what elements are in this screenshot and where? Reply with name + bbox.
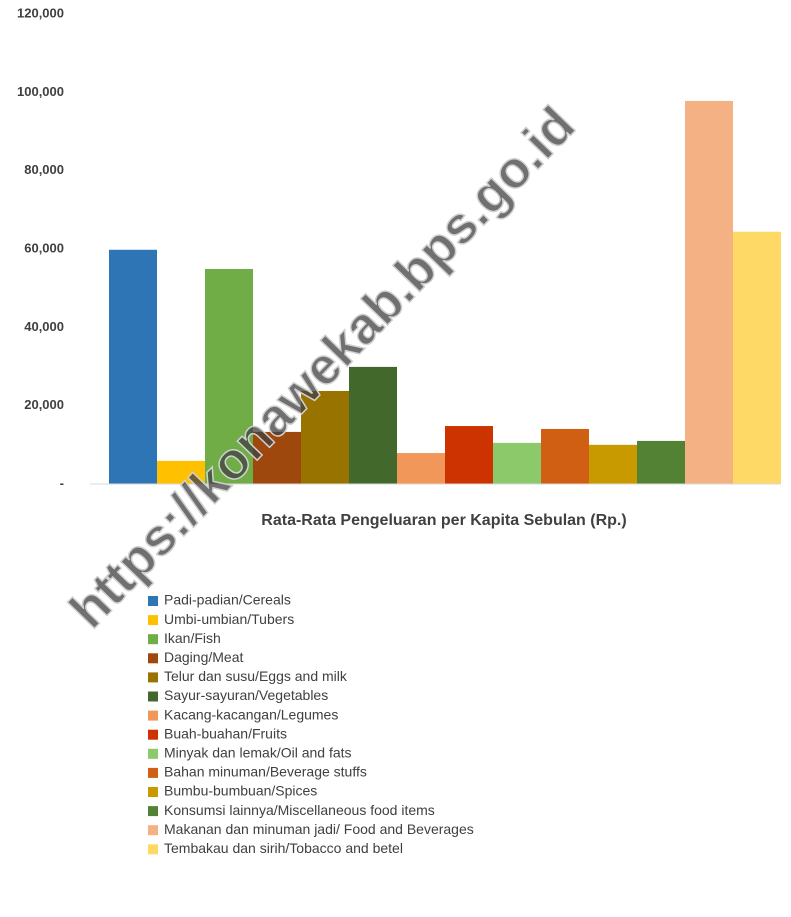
bar (637, 440, 685, 484)
legend-swatch (148, 653, 158, 664)
legend-swatch (148, 691, 158, 702)
bar (205, 268, 253, 484)
bar (685, 100, 733, 484)
legend-swatch (148, 615, 158, 626)
bar (157, 460, 205, 484)
bar (493, 442, 541, 484)
bar (301, 390, 349, 484)
legend-swatch (148, 787, 158, 797)
legend-label: Telur dan susu/Eggs and milk (164, 668, 348, 684)
y-tick-label: - (60, 475, 64, 490)
legend-label: Konsumsi lainnya/Miscellaneous food item… (164, 802, 435, 818)
legend-swatch (148, 767, 158, 778)
legend-label: Minyak dan lemak/Oil and fats (164, 745, 352, 761)
y-tick-label: 40,000 (24, 319, 64, 334)
bar (397, 453, 445, 484)
legend-label: Tembakau dan sirih/Tobacco and betel (164, 840, 403, 856)
legend-label: Daging/Meat (164, 649, 243, 665)
y-tick-label: 20,000 (24, 397, 64, 412)
bar (253, 431, 301, 484)
legend-swatch (148, 710, 158, 721)
y-tick-label: 100,000 (17, 84, 64, 99)
legend-label: Makanan dan minuman jadi/ Food and Bever… (164, 821, 474, 837)
x-axis-label: Rata-Rata Pengeluaran per Kapita Sebulan… (261, 512, 626, 529)
legend-label: Kacang-kacangan/Legumes (164, 706, 338, 722)
bar (541, 428, 589, 484)
legend-swatch (148, 748, 158, 759)
legend-swatch (148, 729, 158, 740)
legend-label: Ikan/Fish (164, 630, 221, 646)
bar (733, 231, 781, 484)
legend-label: Bahan minuman/Beverage stuffs (164, 764, 367, 780)
bar (445, 426, 493, 484)
bar (349, 366, 397, 484)
legend-swatch (148, 806, 158, 817)
legend-swatch (148, 596, 158, 606)
legend-swatch (148, 825, 158, 836)
legend-swatch (148, 844, 158, 855)
bar (109, 249, 157, 484)
legend-label: Buah-buahan/Fruits (164, 725, 287, 741)
bar (589, 444, 637, 484)
legend-swatch (148, 634, 158, 645)
y-tick-label: 120,000 (17, 5, 64, 20)
y-tick-label: 80,000 (24, 162, 64, 177)
y-tick-label: 60,000 (24, 240, 64, 255)
legend-swatch (148, 672, 158, 683)
legend-label: Sayur-sayuran/Vegetables (164, 687, 328, 703)
legend-label: Bumbu-bumbuan/Spices (164, 783, 317, 799)
legend-label: Umbi-umbian/Tubers (164, 611, 294, 627)
legend-label: Padi-padian/Cereals (164, 592, 291, 608)
